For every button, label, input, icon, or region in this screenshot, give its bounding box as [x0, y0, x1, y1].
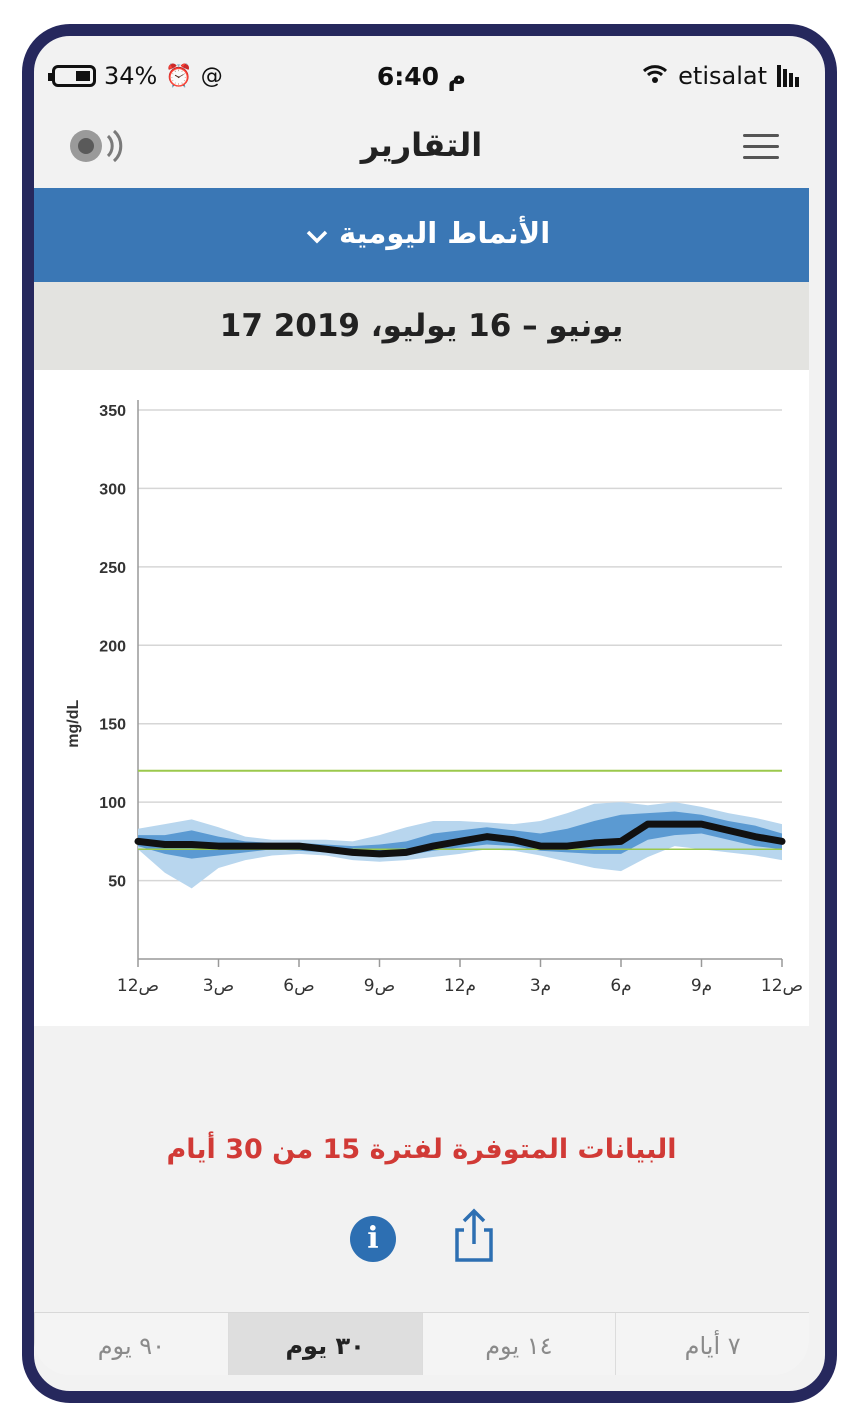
x-tick-label: 9م — [691, 976, 712, 996]
alarm-icon: ⏰ — [165, 63, 193, 89]
x-tick-label: 3م — [530, 976, 551, 996]
x-tick-label: 3ص — [203, 976, 234, 996]
date-range: 17 يونيو – 16 يوليو، 2019 — [219, 308, 624, 344]
report-type-text: الأنماط اليومية — [338, 216, 551, 250]
action-icons: i — [34, 1204, 809, 1274]
report-type-label: الأنماط اليومية — [34, 216, 809, 252]
battery-percent: 34% — [104, 62, 158, 90]
y-tick-label: 100 — [99, 795, 126, 812]
period-tabs: ٧ أيام ١٤ يوم ٣٠ يوم ٩٠ يوم — [34, 1312, 809, 1375]
y-axis-label: mg/dL — [65, 699, 82, 747]
status-bar: 34% ⏰ @ 6:40 م etisalat — [34, 36, 809, 108]
y-tick-label: 50 — [108, 874, 126, 891]
data-availability-notice: البيانات المتوفرة لفترة 15 من 30 أيام — [166, 1134, 677, 1165]
x-tick-label: 12ص — [761, 976, 803, 996]
page-title: التقارير — [360, 126, 483, 164]
status-right: etisalat — [642, 62, 799, 90]
y-tick-label: 350 — [99, 403, 126, 420]
x-tick-label: 12ص — [117, 976, 159, 996]
daily-patterns-chart: 50 100 150 200 250 300 350 mg/dL 12ص 3ص 6ص 9ص 12م 3م 6… — [34, 370, 809, 1026]
y-tick-label: 200 — [99, 638, 126, 655]
status-left: 34% ⏰ @ — [48, 62, 223, 90]
date-range-bar: 17 يونيو – 16 يوليو، 2019 — [34, 282, 809, 370]
wifi-icon — [642, 62, 668, 90]
status-time: 6:40 م — [376, 62, 467, 91]
x-tick-label: 12م — [444, 976, 476, 996]
tab-period[interactable]: ١٤ يوم — [421, 1313, 616, 1375]
median-line — [134, 820, 786, 858]
menu-icon[interactable] — [743, 134, 779, 162]
rotation-lock-icon: @ — [200, 63, 223, 89]
y-tick-label: 150 — [99, 717, 126, 734]
screen: 34% ⏰ @ 6:40 م etisalat التقارير — [34, 36, 809, 1375]
x-tick-label: 9ص — [364, 976, 395, 996]
info-icon[interactable]: i — [350, 1216, 396, 1262]
y-tick-label: 300 — [99, 481, 126, 498]
chart-svg: 50 100 150 200 250 300 350 mg/dL 12ص 3ص 6ص 9ص 12م 3م 6… — [65, 400, 803, 996]
report-type-selector[interactable]: الأنماط اليومية — [34, 188, 809, 282]
tab-period[interactable]: ٧ أيام — [615, 1313, 809, 1375]
carrier-name: etisalat — [678, 62, 767, 90]
battery-icon — [48, 65, 96, 87]
tab-period[interactable]: ٩٠ يوم — [34, 1313, 228, 1375]
sound-icon[interactable] — [68, 126, 128, 166]
chevron-down-icon — [305, 218, 329, 252]
x-tick-label: 6ص — [283, 976, 314, 996]
tab-period[interactable]: ٣٠ يوم — [227, 1313, 422, 1375]
x-tick-label: 6م — [610, 976, 631, 996]
phone-frame: 34% ⏰ @ 6:40 م etisalat التقارير — [22, 24, 837, 1403]
y-tick-label: 250 — [99, 560, 126, 577]
share-icon[interactable] — [452, 1208, 496, 1264]
app-header: التقارير — [34, 108, 809, 198]
signal-icon — [777, 65, 799, 87]
